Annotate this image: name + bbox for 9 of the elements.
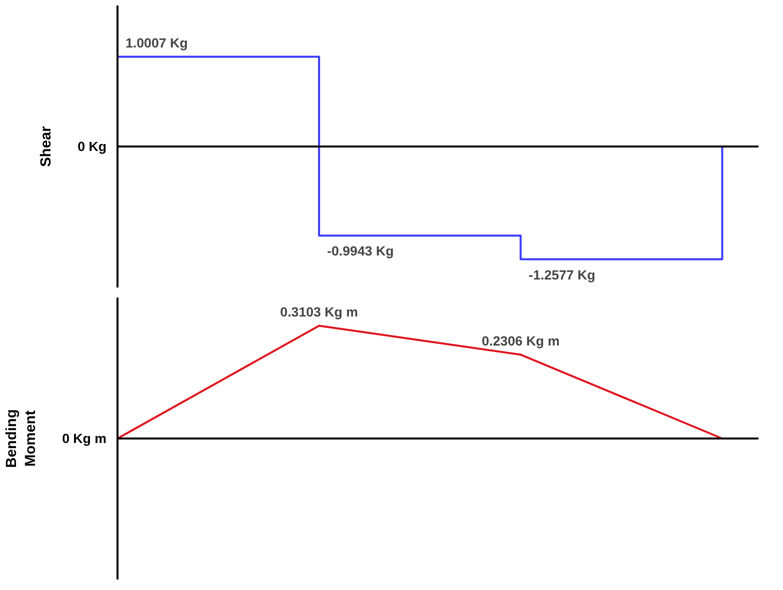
text: 0 Kg m xyxy=(62,431,107,446)
data-label: 0.2306 Kg m xyxy=(482,334,560,349)
data-label: -0.9943 Kg xyxy=(327,244,394,259)
data-label: 1.0007 Kg xyxy=(126,36,188,51)
text: 0 Kg xyxy=(78,139,107,154)
data-label: 0.3103 Kg m xyxy=(280,304,358,320)
y-axis-title: Bending Moment xyxy=(4,409,40,468)
y-axis-title: Shear xyxy=(38,126,55,167)
data-label: -1.2577 Kg xyxy=(528,267,596,282)
